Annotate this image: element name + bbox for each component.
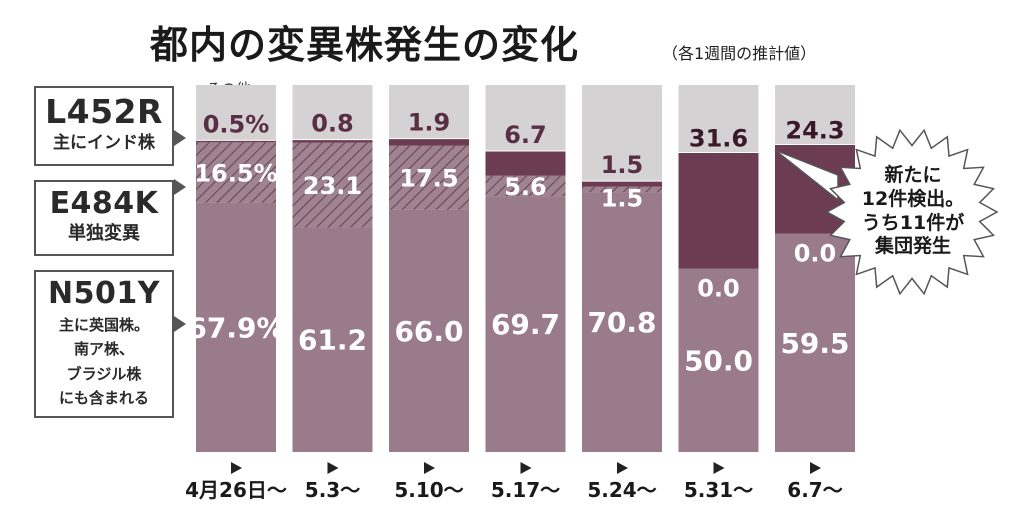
tick-arrow-1 <box>231 462 242 474</box>
label-n501y-5: 70.8 <box>587 306 656 339</box>
bar-n501y-3 <box>389 209 469 452</box>
label-n501y-2: 61.2 <box>298 324 367 357</box>
legend-e484k: E484K 単独変異 <box>34 180 174 256</box>
label-n501y-7: 59.5 <box>780 327 849 360</box>
tick-arrow-3 <box>424 462 435 474</box>
tick-arrow-2 <box>327 462 339 474</box>
chart-title: 都内の変異株発生の変化 <box>150 23 580 67</box>
bar-n501y-4 <box>485 196 566 452</box>
tick-arrow-4 <box>520 462 532 474</box>
label-l452r-7: 24.3 <box>785 116 844 144</box>
label-l452r-4: 6.7 <box>504 121 547 149</box>
bar-n501y-5 <box>582 192 662 452</box>
legend-l452r-desc: 主にインド株 <box>53 133 155 153</box>
label-l452r-3: 1.9 <box>408 109 451 137</box>
callout-line-4: 集団発生 <box>874 235 951 258</box>
tick-arrow-7 <box>810 462 821 474</box>
label-n501y-1: 67.9% <box>187 311 284 344</box>
bar-l452r-5 <box>582 181 662 187</box>
bar-n501y-1 <box>196 202 276 452</box>
bar-l452r-4 <box>485 151 566 176</box>
legend-n501y-desc-1: 主に英国株。 <box>58 316 149 334</box>
callout-line-1: 新たに <box>884 164 942 186</box>
label-l452r-5: 1.5 <box>601 151 644 179</box>
label-e484k-3: 17.5 <box>399 165 458 193</box>
label-e484k-5: 1.5 <box>601 185 644 213</box>
legend-l452r-code: L452R <box>45 92 163 131</box>
callout-burst <box>825 128 999 296</box>
x-tick-label-1: 4月26日～ <box>185 478 287 502</box>
x-tick-label-5: 5.24～ <box>587 478 656 502</box>
legend-e484k-pointer <box>174 179 186 195</box>
label-e484k-7: 0.0 <box>794 240 837 268</box>
bar-l452r-1 <box>196 140 276 143</box>
x-tick-label-2: 5.3～ <box>305 478 360 502</box>
legend-n501y-desc-3: ブラジル株 <box>66 364 142 383</box>
label-n501y-3: 66.0 <box>394 315 463 348</box>
tick-arrow-5 <box>617 462 628 474</box>
x-tick-label-3: 5.10～ <box>394 478 463 502</box>
legend-l452r: L452R 主にインド株 <box>34 86 174 166</box>
bar-l452r-3 <box>389 138 469 146</box>
label-e484k-1: 16.5% <box>194 160 277 188</box>
legend-e484k-desc: 単独変異 <box>68 223 140 244</box>
legend-e484k-code: E484K <box>49 186 159 221</box>
bar-e484k-5 <box>582 186 662 193</box>
bar-e484k-4 <box>485 175 566 197</box>
bar-l452r-6 <box>678 152 759 269</box>
title-note: （各1週間の推計値） <box>662 44 817 63</box>
label-n501y-6: 50.0 <box>684 344 753 377</box>
bar-l452r-2 <box>292 139 373 143</box>
callout-text: 新たに 12件検出。 うち11件が 集団発生 <box>838 164 988 259</box>
label-l452r-2: 0.8 <box>311 110 354 138</box>
legend-n501y-desc-4: にも含まれる <box>58 388 149 407</box>
legend-l452r-pointer <box>174 130 186 146</box>
legend-n501y-pointer <box>174 316 186 332</box>
bar-e484k-3 <box>389 145 469 210</box>
callout-line-3: うち11件が <box>861 211 965 234</box>
bar-n501y-7 <box>775 233 855 452</box>
x-tick-label-6: 5.31～ <box>684 478 753 502</box>
label-e484k-2: 23.1 <box>303 172 362 200</box>
label-e484k-6: 0.0 <box>697 275 740 303</box>
callout-line-2: 12件検出。 <box>861 187 965 210</box>
legend-n501y: N501Y 主に英国株。 南ア株、 ブラジル株 にも含まれる <box>34 270 174 418</box>
label-l452r-6: 31.6 <box>689 125 748 153</box>
tick-arrow-6 <box>713 462 725 474</box>
label-n501y-4: 69.7 <box>491 308 560 341</box>
x-tick-label-4: 5.17～ <box>491 478 560 502</box>
label-e484k-4: 5.6 <box>504 173 547 201</box>
bar-e484k-1 <box>196 142 276 203</box>
legend-n501y-code: N501Y <box>48 276 160 311</box>
bar-n501y-6 <box>678 268 759 452</box>
bar-e484k-2 <box>292 142 373 228</box>
label-l452r-1: 0.5% <box>203 110 270 138</box>
bar-n501y-2 <box>292 227 373 452</box>
legend-n501y-desc-2: 南ア株、 <box>73 340 134 359</box>
x-tick-label-7: 6.7～ <box>787 478 842 502</box>
